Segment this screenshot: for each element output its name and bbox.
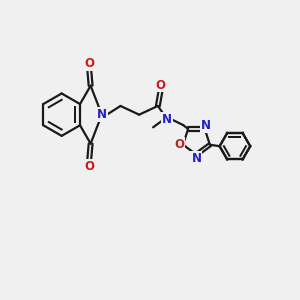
Text: O: O xyxy=(174,138,184,151)
Text: N: N xyxy=(162,113,172,126)
Text: N: N xyxy=(201,118,211,132)
Text: N: N xyxy=(191,152,201,165)
Text: O: O xyxy=(84,57,94,70)
Text: O: O xyxy=(84,160,94,172)
Text: O: O xyxy=(156,79,166,92)
Text: N: N xyxy=(97,108,107,121)
